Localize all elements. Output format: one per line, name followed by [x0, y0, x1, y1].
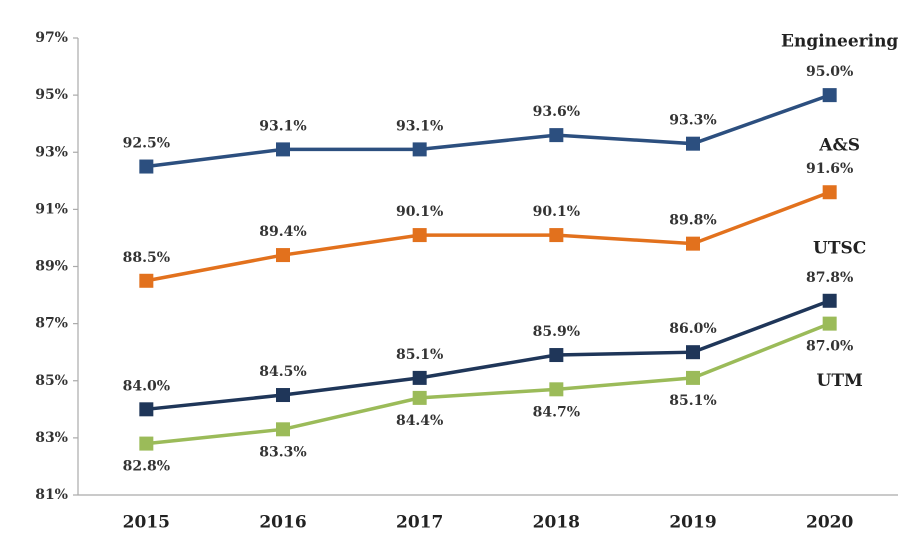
data-label: 93.1%	[396, 118, 443, 134]
point	[412, 142, 427, 157]
data-label: 84.0%	[123, 378, 170, 394]
series-line	[146, 190, 831, 283]
data-label: 86.0%	[669, 321, 716, 337]
data-label: 85.1%	[669, 393, 716, 409]
y-tick-label: 93%	[35, 144, 68, 160]
series-name: UTM	[817, 371, 863, 391]
y-tick-label: 91%	[35, 201, 68, 217]
series-line	[146, 299, 831, 412]
x-tick-label: 2020	[806, 513, 853, 533]
series-name: Engineering	[781, 32, 898, 52]
y-tick-label: 95%	[35, 87, 68, 103]
data-label: 92.5%	[123, 136, 170, 152]
x-tick-label: 2015	[123, 513, 170, 533]
data-label: 93.6%	[533, 104, 580, 120]
point	[549, 128, 564, 143]
data-label: 85.9%	[533, 324, 580, 340]
point	[412, 390, 427, 405]
y-tick-label: 81%	[35, 487, 68, 503]
x-tick-label: 2016	[259, 513, 306, 533]
x-tick-label: 2017	[396, 513, 443, 533]
data-label: 84.5%	[259, 364, 306, 380]
point	[549, 228, 564, 243]
data-label: 90.1%	[533, 204, 580, 220]
data-label: 91.6%	[806, 161, 853, 177]
y-tick-label: 85%	[35, 373, 68, 389]
data-label: 88.5%	[123, 250, 170, 266]
point	[549, 382, 564, 397]
data-label: 84.7%	[533, 404, 580, 420]
point	[139, 273, 154, 288]
point	[139, 159, 154, 174]
y-tick-label: 83%	[35, 430, 68, 446]
data-label: 85.1%	[396, 347, 443, 363]
series-line	[146, 321, 831, 446]
data-label: 84.4%	[396, 413, 443, 429]
point	[686, 236, 700, 251]
data-label: 93.3%	[669, 113, 716, 129]
point	[276, 142, 290, 157]
point	[412, 228, 427, 243]
point	[276, 248, 290, 263]
point	[276, 388, 290, 403]
data-label: 82.8%	[123, 459, 170, 475]
x-tick-label: 2019	[669, 513, 716, 533]
point	[549, 348, 564, 363]
point	[686, 136, 700, 151]
y-tick-label: 97%	[35, 30, 68, 46]
data-label: 87.8%	[806, 270, 853, 286]
y-tick-label: 89%	[35, 259, 68, 275]
data-label: 87.0%	[806, 339, 853, 355]
point	[822, 293, 837, 308]
point	[276, 422, 290, 437]
data-label: 95.0%	[806, 64, 853, 80]
point	[822, 316, 837, 331]
point	[686, 345, 700, 360]
data-label: 83.3%	[259, 444, 306, 460]
y-tick-label: 87%	[35, 316, 68, 332]
series-line	[146, 93, 831, 169]
point	[139, 402, 154, 417]
data-label: 89.4%	[259, 224, 306, 240]
point	[412, 370, 427, 385]
point	[139, 436, 154, 451]
series-name: A&S	[818, 136, 860, 156]
data-label: 89.8%	[669, 213, 716, 229]
data-label: 90.1%	[396, 204, 443, 220]
point	[686, 370, 700, 385]
point	[822, 88, 837, 103]
x-tick-label: 2018	[533, 513, 580, 533]
series-name: UTSC	[813, 238, 866, 258]
data-label: 93.1%	[259, 118, 306, 134]
point	[822, 185, 837, 200]
